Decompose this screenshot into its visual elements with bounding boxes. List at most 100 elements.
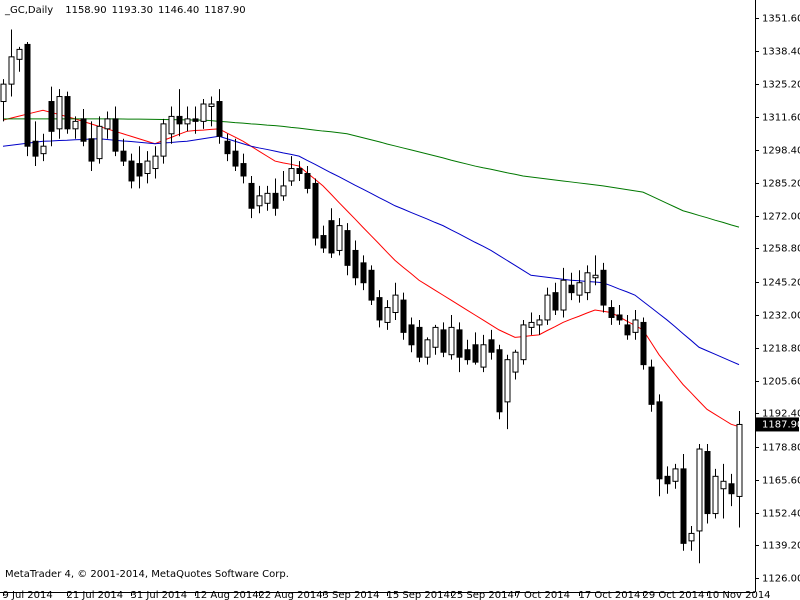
candle-body — [560, 279, 567, 311]
candle-body — [464, 349, 471, 361]
moving-average-line — [2, 135, 740, 366]
x-tick-label: 21 Jul 2014 — [67, 590, 124, 600]
y-tick-label: 1311.60 — [762, 113, 800, 124]
y-tick-label: 1258.80 — [762, 244, 800, 255]
candle-body — [536, 319, 543, 326]
x-tick-label: 10 Nov 2014 — [707, 590, 771, 600]
x-tick-label: 25 Sep 2014 — [451, 590, 514, 600]
candle-body — [712, 475, 719, 515]
candle-body — [640, 321, 647, 366]
x-tick-label: 22 Aug 2014 — [259, 590, 323, 600]
candle-body — [592, 274, 599, 279]
candle-body — [704, 451, 711, 515]
moving-average-line — [3, 118, 740, 228]
title-value: 1193.30 — [112, 5, 153, 16]
candle-body — [160, 123, 167, 157]
chart-title: _GC,Daily — [4, 5, 53, 16]
x-tick-label: 29 Oct 2014 — [643, 590, 705, 600]
candle-body — [432, 326, 439, 348]
y-tick-label: 1272.00 — [762, 212, 800, 223]
candle-body — [128, 160, 135, 182]
y-tick-label: 1192.40 — [762, 409, 800, 420]
candle-body — [240, 163, 247, 177]
candle-body — [224, 140, 231, 155]
candle-body — [136, 163, 143, 177]
y-tick-label: 1338.40 — [762, 47, 800, 58]
candle-body — [688, 532, 695, 542]
candle-body — [472, 344, 479, 363]
candle-body — [184, 118, 191, 125]
candle-body — [416, 326, 423, 358]
candle-body — [24, 43, 31, 147]
candle-body — [336, 225, 343, 251]
candle-body — [400, 299, 407, 333]
candle-body — [104, 118, 111, 130]
candle-body — [144, 160, 151, 175]
x-tick-label: 17 Oct 2014 — [579, 590, 641, 600]
candle-body — [608, 307, 615, 318]
candle-body — [456, 329, 463, 358]
y-tick-label: 1205.60 — [762, 377, 800, 388]
candle-body — [384, 307, 391, 323]
candle-body — [80, 118, 87, 142]
candle-body — [344, 230, 351, 266]
candle-body — [112, 118, 119, 152]
candle-body — [280, 185, 287, 197]
candle-body — [352, 249, 359, 279]
candle-body — [728, 483, 735, 495]
x-tick-label: 9 Jul 2014 — [3, 590, 53, 600]
candle-body — [216, 101, 223, 137]
candle-body — [56, 96, 63, 130]
y-tick-label: 1139.20 — [762, 541, 800, 552]
candle-body — [264, 192, 271, 204]
y-tick-label: 1232.00 — [762, 311, 800, 322]
candle-body — [40, 145, 47, 155]
x-tick-label: 7 Oct 2014 — [515, 590, 570, 600]
candle-body — [360, 262, 367, 284]
candle-body — [72, 120, 79, 130]
copyright: MetaTrader 4, © 2001-2014, MetaQuotes So… — [5, 569, 289, 580]
y-tick-label: 1351.60 — [762, 14, 800, 25]
candle-body — [504, 359, 511, 403]
candle-body — [720, 480, 727, 490]
candle-body — [320, 235, 327, 249]
candle-body — [288, 168, 295, 182]
candle-body — [552, 292, 559, 311]
candle-body — [648, 366, 655, 405]
candle-body — [152, 155, 159, 170]
candle-body — [528, 321, 535, 328]
candle-body — [440, 329, 447, 353]
moving-average-line — [2, 109, 740, 428]
title-value: 1146.40 — [158, 5, 199, 16]
candle-body — [736, 423, 743, 497]
y-tick-label: 1126.00 — [762, 574, 800, 585]
candle-body — [488, 339, 495, 353]
y-tick-label: 1178.80 — [762, 443, 800, 454]
candle-body — [480, 344, 487, 368]
candle-body — [176, 115, 183, 125]
candle-body — [672, 468, 679, 482]
candle-body — [96, 125, 103, 160]
candle-body — [632, 319, 639, 333]
candle-body — [200, 103, 207, 122]
price-tag-box — [756, 417, 799, 432]
candle-body — [272, 192, 279, 209]
candle-body — [408, 324, 415, 346]
candle-body — [600, 269, 607, 306]
candle-body — [120, 150, 127, 162]
candle-body — [496, 349, 503, 413]
candle-body — [696, 448, 703, 532]
title-value: 1187.90 — [204, 5, 245, 16]
candle-body — [64, 96, 71, 130]
candle-body — [232, 150, 239, 167]
y-tick-label: 1152.40 — [762, 509, 800, 520]
candle-body — [16, 48, 23, 60]
candle-body — [576, 282, 583, 296]
x-tick-label: 12 Aug 2014 — [195, 590, 259, 600]
candle-body — [208, 103, 215, 107]
candle-body — [8, 56, 15, 85]
title-value: 1158.90 — [65, 5, 106, 16]
candle-body — [520, 324, 527, 361]
y-tick-label: 1298.40 — [762, 146, 800, 157]
